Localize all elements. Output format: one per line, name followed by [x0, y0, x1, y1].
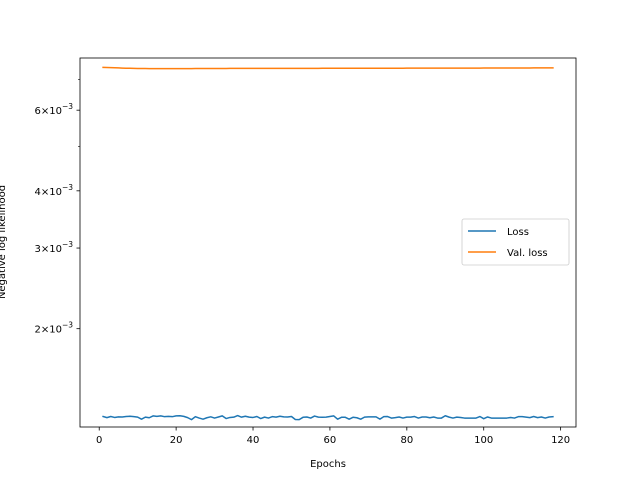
y-axis-ticks: 2×10−3 3×10−3 4×10−3 6×10−3 — [34, 79, 80, 336]
y-axis-label: Negative log likelihood — [0, 185, 8, 299]
y-tick-label: 3×10−3 — [34, 240, 73, 255]
legend: Loss Val. loss — [461, 218, 570, 266]
x-tick-label: 20 — [170, 435, 183, 446]
legend-label-loss: Loss — [507, 227, 529, 238]
y-tick-label: 4×10−3 — [34, 183, 73, 198]
series-layer — [102, 66, 554, 421]
y-tick-label: 2×10−3 — [34, 321, 73, 336]
x-tick-label: 80 — [400, 435, 413, 446]
x-axis-label: Epochs — [310, 459, 346, 470]
plot-frame — [79, 57, 577, 428]
series-line-loss — [102, 414, 554, 421]
legend-label-val-loss: Val. loss — [507, 248, 548, 259]
x-tick-label: 0 — [96, 435, 102, 446]
x-tick-label: 120 — [551, 435, 570, 446]
x-tick-label: 40 — [247, 435, 260, 446]
series-line-val-loss — [102, 66, 554, 70]
y-tick-label: 6×10−3 — [34, 102, 73, 117]
x-axis-ticks: 0 20 40 60 80 100 120 — [96, 427, 570, 446]
x-tick-label: 100 — [474, 435, 493, 446]
x-tick-label: 60 — [324, 435, 337, 446]
